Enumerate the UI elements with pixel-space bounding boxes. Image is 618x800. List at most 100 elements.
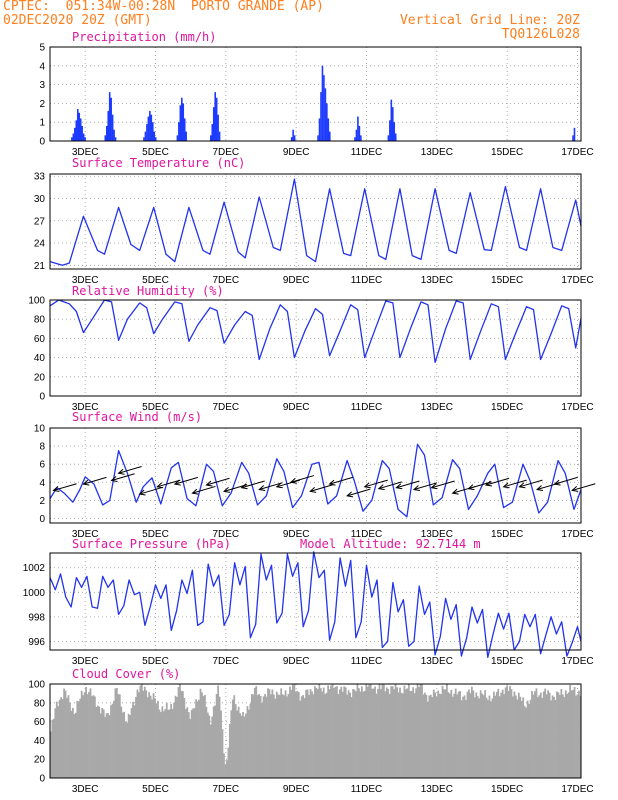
precip-xtick-label: 5DEC [142, 147, 169, 158]
precip-bar [292, 129, 294, 141]
cloud-bar [236, 710, 239, 778]
cloud-bar [145, 690, 148, 778]
cloud-bar [510, 689, 513, 778]
cloud-bar [140, 684, 143, 778]
cloud-bar [164, 709, 167, 778]
cloud-bar [270, 694, 272, 778]
wind-xtick-label: 7DEC [212, 529, 239, 540]
wind-arrowhead [258, 485, 266, 492]
cloud-bar [259, 696, 262, 778]
cloud-bar [418, 687, 420, 778]
cloud-bar [227, 747, 230, 778]
cloud-bar [567, 692, 570, 778]
cloud-bar [479, 690, 482, 778]
precip-bar [178, 122, 180, 141]
cloud-bar [224, 764, 227, 778]
cloud-bar [218, 696, 221, 778]
cloud-bar [447, 692, 450, 778]
precip-xtick-label: 15DEC [491, 147, 523, 158]
cloud-bar [168, 709, 171, 778]
cloud-bar [558, 694, 561, 778]
cloud-bar [388, 694, 391, 778]
cloud-bar [199, 688, 202, 778]
cloud-bar [258, 694, 261, 778]
cloud-bar [220, 710, 222, 778]
precip-bar [154, 137, 157, 141]
wind-arrowhead [518, 482, 526, 489]
cloud-bar [242, 711, 244, 778]
cloud-bar [212, 706, 215, 778]
wind-arrow [290, 475, 315, 483]
cloud-bar [289, 686, 291, 778]
cloud-bar [462, 696, 464, 778]
wind-arrow [111, 473, 135, 481]
precip-bar [151, 122, 154, 141]
cloud-bar [495, 691, 498, 778]
rh-xtick-label: 11DEC [351, 402, 383, 413]
cloud-bar [541, 697, 544, 778]
temp-ytick-label: 27 [34, 216, 46, 227]
wind-arrow [157, 479, 181, 488]
cloud-bar [92, 695, 95, 778]
wind-arrowhead [138, 489, 146, 496]
cloud-bar [143, 686, 146, 778]
cloud-bar [275, 691, 278, 778]
wind-arrowhead [571, 486, 579, 492]
cloud-bar [228, 723, 231, 778]
cloud-bar [416, 684, 419, 778]
cloud-bar [331, 684, 334, 778]
cloud-bar [545, 694, 548, 778]
cloud-bar [504, 687, 507, 778]
cloud-bar [424, 692, 426, 778]
cloud-bar [250, 694, 253, 778]
cloud-bar [184, 709, 187, 778]
cloud-bar [360, 686, 363, 778]
wind-title: Surface Wind (m/s) [72, 410, 202, 424]
cloud-bar [446, 684, 448, 778]
precip-bar [391, 107, 394, 141]
cloud-bar [347, 690, 350, 778]
cloud-bar [146, 697, 149, 778]
cloud-bar [162, 711, 165, 778]
cloud-bar [338, 689, 341, 778]
cloud-bar [299, 700, 302, 778]
wind-arrow [139, 486, 163, 495]
precip-xtick-label: 7DEC [212, 147, 239, 158]
cloud-bar [575, 695, 577, 778]
precip-bar [150, 114, 153, 141]
wind-arrow [503, 479, 527, 488]
precip-bar [183, 118, 186, 141]
wind-arrow [83, 476, 107, 485]
product-code: TQ0126L028 [501, 27, 580, 42]
cloud-bar [102, 709, 105, 778]
cloud-bar [187, 712, 190, 778]
cloud-bar [117, 694, 120, 778]
precip-bar [212, 107, 215, 141]
cloud-bar [124, 721, 127, 778]
cloud-bar [277, 694, 280, 778]
wind-arrowhead [502, 482, 510, 489]
cloud-bar [123, 711, 126, 778]
wind-arrow [413, 482, 438, 491]
cloud-bar [256, 695, 259, 778]
cloud-xtick-label: 9DEC [283, 784, 310, 795]
cloud-xtick-label: 15DEC [491, 784, 523, 795]
wind-arrowhead [484, 480, 493, 487]
cloud-bar [240, 715, 243, 778]
cloud-bar [454, 688, 457, 778]
cloud-bar [280, 688, 283, 778]
wind-ytick-label: 8 [39, 442, 45, 453]
wind-xtick-label: 15DEC [491, 529, 523, 540]
cloud-bar [171, 709, 174, 778]
cloud-bar [234, 704, 237, 778]
cloud-bar [173, 702, 175, 778]
pres-title: Surface Pressure (hPa) [72, 537, 231, 551]
cloud-bar [501, 689, 504, 778]
cloud-bar [221, 729, 224, 778]
cloud-bar [520, 700, 523, 778]
cloud-bar [73, 714, 76, 778]
cloud-bar [127, 713, 130, 778]
precip-bar [354, 137, 356, 141]
cloud-bar [526, 700, 529, 778]
precip-xtick-label: 11DEC [351, 147, 383, 158]
